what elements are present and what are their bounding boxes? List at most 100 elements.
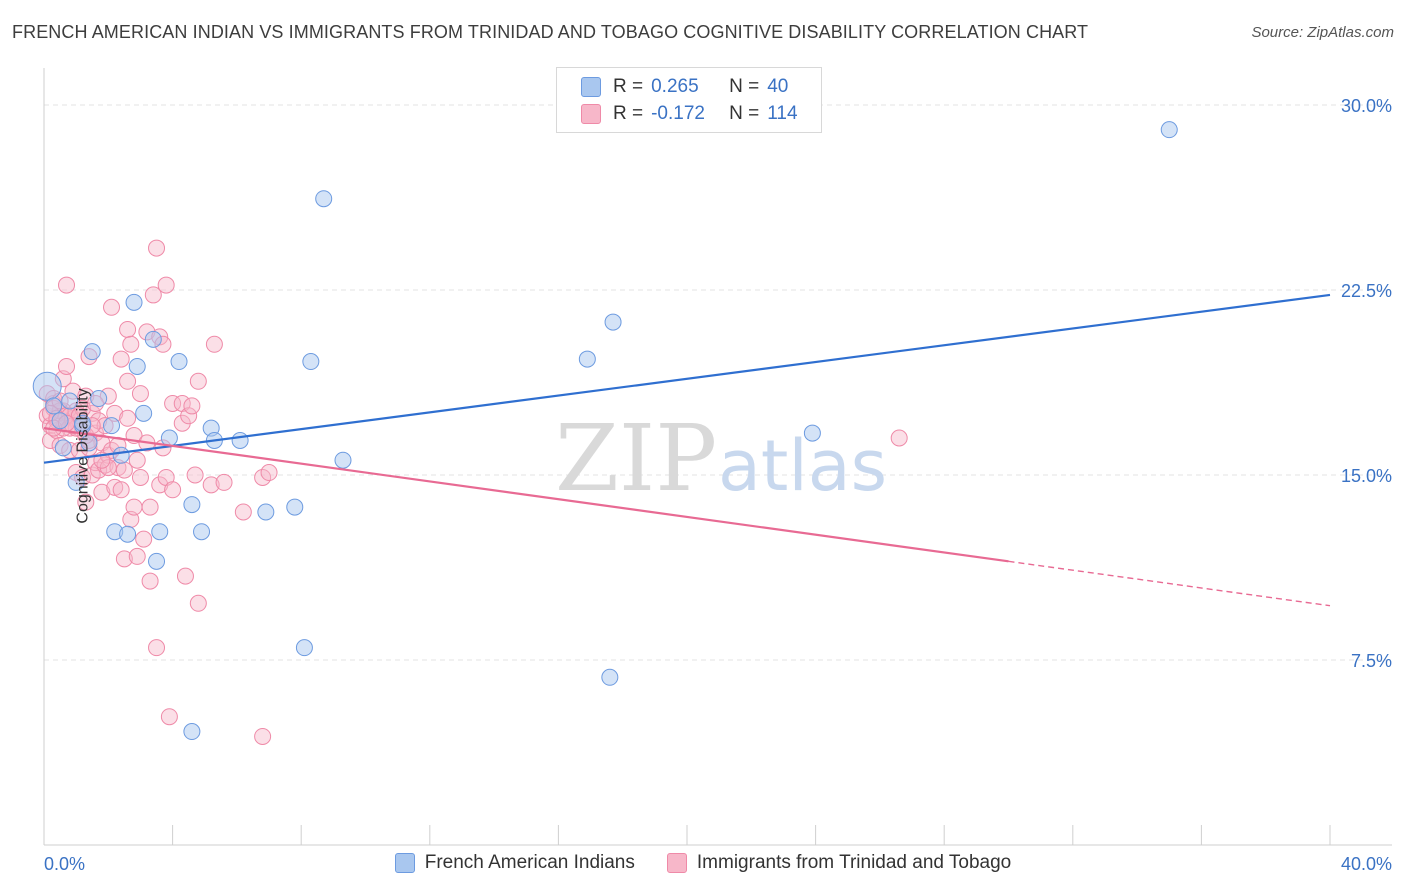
data-point-french-american-indians (51, 412, 69, 430)
data-point-french-american-indians (125, 293, 143, 311)
y-axis-label: Cognitive Disability (74, 388, 92, 524)
data-point-trinidad-tobago (254, 727, 272, 745)
data-point-french-american-indians (90, 390, 108, 408)
data-point-trinidad-tobago (148, 239, 166, 257)
legend-item-trinidad-tobago[interactable]: Immigrants from Trinidad and Tobago (666, 852, 1011, 874)
data-point-french-american-indians (257, 503, 275, 521)
stats-r-value: 0.265 (651, 76, 699, 97)
data-point-trinidad-tobago (176, 567, 194, 585)
data-point-trinidad-tobago (202, 476, 220, 494)
data-point-trinidad-tobago (58, 357, 76, 375)
legend-swatch-blue (394, 853, 415, 873)
data-point-trinidad-tobago (112, 350, 130, 368)
data-point-french-american-indians (61, 392, 79, 410)
source-label: Source: ZipAtlas.com (1251, 24, 1394, 41)
data-point-trinidad-tobago (234, 503, 252, 521)
stats-n-label: N = (729, 103, 760, 124)
data-point-trinidad-tobago (186, 466, 204, 484)
data-point-french-american-indians (151, 523, 169, 541)
stats-n-label: N = (729, 76, 760, 97)
stats-n-value: 114 (767, 103, 798, 124)
data-point-french-american-indians (183, 723, 201, 741)
legend-swatch-pink (666, 853, 687, 873)
data-point-trinidad-tobago (164, 394, 182, 412)
data-point-french-american-indians (231, 431, 249, 449)
stats-n-value: 40 (767, 76, 789, 97)
data-point-trinidad-tobago (148, 639, 166, 657)
data-point-trinidad-tobago (183, 397, 201, 415)
legend-item-french-american-indians[interactable]: French American Indians (394, 852, 635, 874)
data-point-french-american-indians (286, 498, 304, 516)
data-point-french-american-indians (295, 639, 313, 657)
data-point-trinidad-tobago (141, 572, 159, 590)
data-point-trinidad-tobago (103, 298, 121, 316)
data-point-french-american-indians (112, 446, 130, 464)
data-point-trinidad-tobago (189, 594, 207, 612)
data-point-trinidad-tobago (119, 409, 137, 427)
data-point-french-american-indians (148, 552, 166, 570)
data-point-french-american-indians (128, 357, 146, 375)
data-point-french-american-indians (103, 417, 121, 435)
data-point-trinidad-tobago (205, 335, 223, 353)
data-point-trinidad-tobago (58, 276, 76, 294)
data-point-trinidad-tobago (135, 530, 153, 548)
stats-r-label: R = (613, 76, 644, 97)
data-point-trinidad-tobago (125, 498, 143, 516)
stats-r-label: R = (613, 103, 644, 124)
y-tick-label: 15.0% (1341, 466, 1392, 486)
data-point-trinidad-tobago (189, 372, 207, 390)
data-point-french-american-indians (302, 353, 320, 371)
chart-title: FRENCH AMERICAN INDIAN VS IMMIGRANTS FRO… (12, 22, 1089, 42)
stats-row-pink: R = -0.172 N = 114 (581, 101, 798, 127)
data-point-trinidad-tobago (131, 468, 149, 486)
data-point-trinidad-tobago (122, 335, 140, 353)
data-point-trinidad-tobago (115, 550, 133, 568)
data-point-trinidad-tobago (164, 481, 182, 499)
stats-r-value: -0.172 (651, 103, 705, 124)
data-point-french-american-indians (119, 525, 137, 543)
data-point-french-american-indians (183, 496, 201, 514)
data-point-trinidad-tobago (180, 407, 198, 425)
series-pink-points (38, 239, 908, 745)
trend-lines (43, 293, 1331, 607)
tick-labels: 7.5% 15.0% 22.5% 30.0% 0.0% 40.0% (44, 96, 1392, 874)
data-point-trinidad-tobago (890, 429, 908, 447)
data-point-trinidad-tobago (128, 547, 146, 565)
data-point-trinidad-tobago (77, 493, 95, 511)
data-point-trinidad-tobago (157, 276, 175, 294)
data-point-french-american-indians (45, 397, 63, 415)
data-point-trinidad-tobago (96, 456, 114, 474)
data-point-french-american-indians (315, 190, 333, 208)
data-point-french-american-indians (604, 313, 622, 331)
y-tick-label: 22.5% (1341, 281, 1392, 301)
x-tick-label: 40.0% (1341, 854, 1392, 874)
data-point-trinidad-tobago (260, 464, 278, 482)
data-point-french-american-indians (74, 414, 92, 432)
data-point-trinidad-tobago (128, 451, 146, 469)
data-point-trinidad-tobago (112, 481, 130, 499)
data-point-trinidad-tobago (141, 498, 159, 516)
data-point-french-american-indians (601, 668, 619, 686)
data-point-french-american-indians (83, 343, 101, 361)
stats-row-blue: R = 0.265 N = 40 (581, 74, 788, 100)
stats-swatch-blue (581, 77, 601, 97)
stats-swatch-pink (581, 104, 601, 124)
x-tick-label: 0.0% (44, 854, 85, 874)
data-point-french-american-indians (135, 404, 153, 422)
data-point-trinidad-tobago (119, 320, 137, 338)
y-tick-label: 7.5% (1351, 651, 1392, 671)
stats-box: R = 0.265 N = 40 R = -0.172 N = 114 (556, 67, 822, 133)
data-point-french-american-indians (803, 424, 821, 442)
axes (43, 68, 1392, 846)
watermark: ZIP atlas (555, 405, 887, 512)
data-point-french-american-indians (1160, 121, 1178, 139)
data-point-french-american-indians (67, 473, 85, 491)
grid-lines (44, 104, 1392, 661)
trend-line-extension-trinidad-tobago (1008, 560, 1331, 607)
data-point-trinidad-tobago (160, 708, 178, 726)
data-point-french-american-indians (170, 353, 188, 371)
data-point-trinidad-tobago (144, 286, 162, 304)
watermark-atlas: atlas (718, 425, 887, 507)
data-point-trinidad-tobago (215, 473, 233, 491)
